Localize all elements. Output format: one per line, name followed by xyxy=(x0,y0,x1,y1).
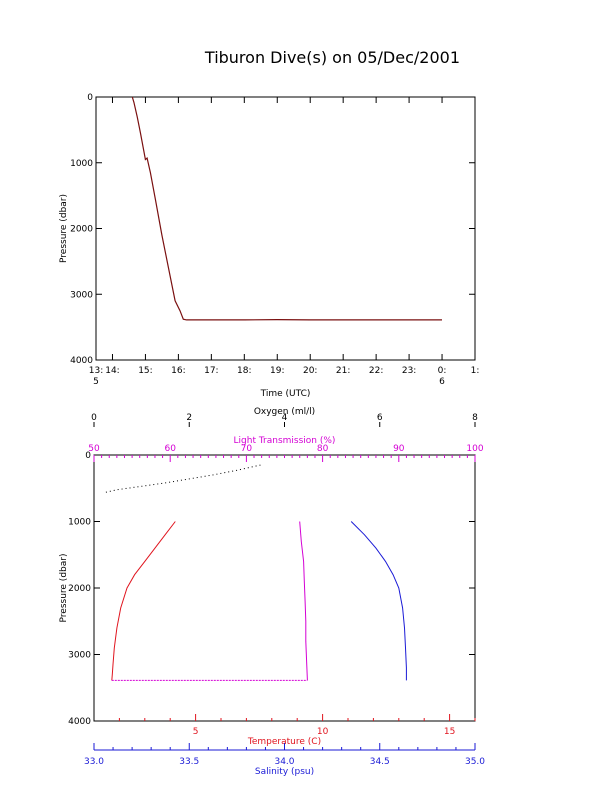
salinity-tick-label: 33.5 xyxy=(179,757,199,767)
x-tick-label: 15: xyxy=(138,366,152,376)
transmission-tick-label: 60 xyxy=(164,444,176,454)
oxygen-tick-label: 6 xyxy=(377,413,383,423)
x-tick-label: 23: xyxy=(402,366,416,376)
x-tick-label: 16: xyxy=(171,366,185,376)
oxygen-profile-line xyxy=(105,464,261,493)
x-tick-label: 17: xyxy=(204,366,218,376)
x-tick-label: 14: xyxy=(105,366,119,376)
plot-frame xyxy=(93,454,476,722)
transmission-tick-label: 100 xyxy=(466,444,483,454)
y-tick-label: 2000 xyxy=(68,584,91,594)
x-tick-label: 0: xyxy=(438,366,447,376)
oxygen-tick-label: 4 xyxy=(282,413,288,423)
temperature-tick-label: 15 xyxy=(444,727,455,737)
temperature-tick-label: 5 xyxy=(193,727,199,737)
x-tick-label: 1: xyxy=(471,366,480,376)
oxygen-tick-label: 0 xyxy=(91,413,97,423)
transmission-tick-label: 90 xyxy=(393,444,405,454)
transmission-tick-label: 80 xyxy=(317,444,329,454)
x-tick-label: 6 xyxy=(439,377,445,387)
salinity-tick-label: 33.0 xyxy=(84,757,104,767)
y-tick-label: 0 xyxy=(87,93,93,103)
y-tick-label: 3000 xyxy=(70,290,93,300)
transmission-tick-label: 50 xyxy=(88,444,100,454)
oxygen-tick-label: 8 xyxy=(472,413,478,423)
oxygen-axis-title: Oxygen (ml/l) xyxy=(254,407,315,417)
y-tick-label: 4000 xyxy=(68,717,91,727)
oxygen-tick-label: 2 xyxy=(186,413,192,423)
temperature-axis-title: Temperature (C) xyxy=(247,737,321,747)
y-tick-label: 4000 xyxy=(70,356,93,366)
x-tick-label: 13: xyxy=(89,366,103,376)
y-tick-label: 1000 xyxy=(70,159,93,169)
x-tick-label: 20: xyxy=(303,366,317,376)
x-tick-label: 22: xyxy=(369,366,383,376)
salinity-profile-line xyxy=(350,521,407,681)
y-axis-title: Pressure (dbar) xyxy=(59,554,69,623)
page-title: Tiburon Dive(s) on 05/Dec/2001 xyxy=(204,48,460,67)
x-tick-label: 18: xyxy=(237,366,251,376)
pressure-trace-line xyxy=(131,96,442,321)
temperature-profile-line xyxy=(111,521,176,681)
plot-frame xyxy=(95,96,476,361)
x-tick-label: 21: xyxy=(336,366,350,376)
x-axis-title: Time (UTC) xyxy=(260,389,311,399)
x-tick-label: 19: xyxy=(270,366,284,376)
salinity-tick-label: 35.0 xyxy=(465,757,485,767)
transmission-axis-title: Light Transmission (%) xyxy=(234,436,336,446)
x-tick-label: 5 xyxy=(93,377,99,387)
temperature-tick-label: 10 xyxy=(317,727,329,737)
salinity-tick-label: 34.5 xyxy=(370,757,390,767)
salinity-tick-label: 34.0 xyxy=(274,757,294,767)
y-tick-label: 1000 xyxy=(68,518,91,528)
y-tick-label: 0 xyxy=(85,451,91,461)
y-tick-label: 3000 xyxy=(68,651,91,661)
y-tick-label: 2000 xyxy=(70,225,93,235)
transmission-tick-label: 70 xyxy=(241,444,253,454)
y-axis-title: Pressure (dbar) xyxy=(59,194,69,263)
salinity-axis-title: Salinity (psu) xyxy=(255,767,314,777)
transmission-profile-line xyxy=(299,521,308,681)
